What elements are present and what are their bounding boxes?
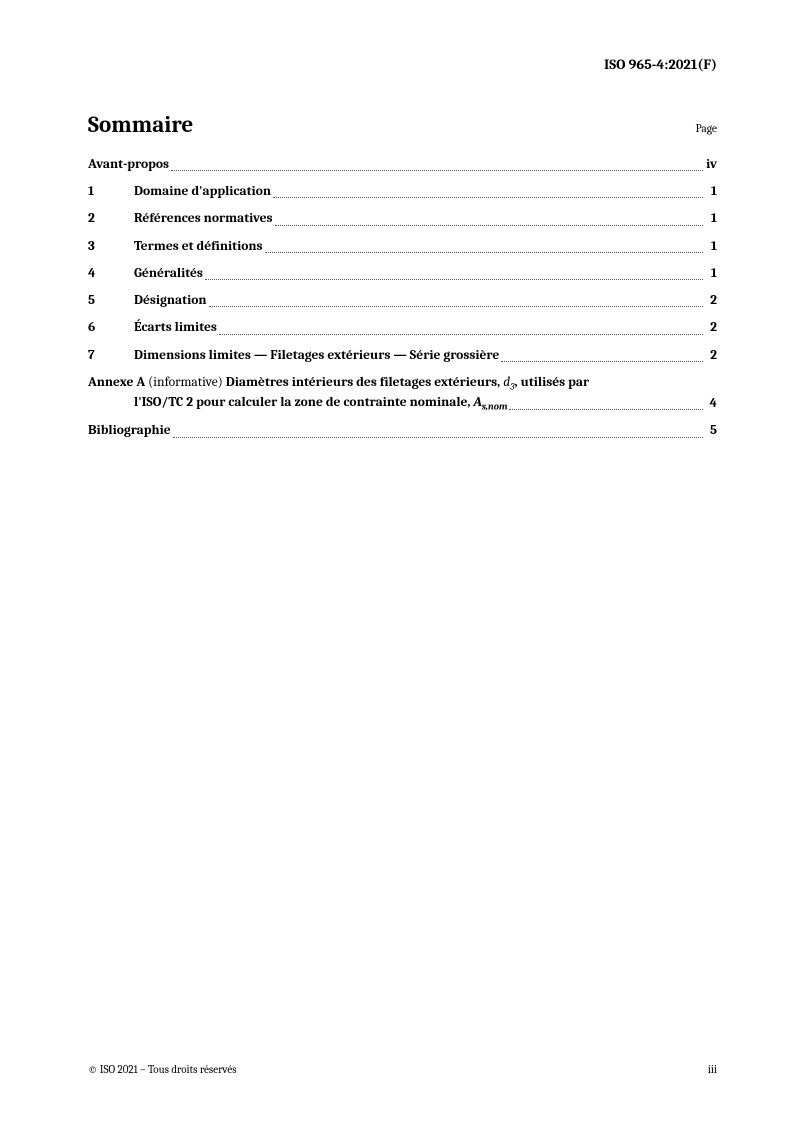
toc-entry-page: 5 — [705, 422, 717, 440]
toc-entry-number: 7 — [88, 347, 134, 365]
page-footer: © ISO 2021 – Tous droits réservés iii — [88, 1063, 717, 1076]
page-column-label: Page — [695, 122, 717, 135]
toc-entry-page: 1 — [705, 210, 717, 228]
toc-entry-title: Termes et définitions — [134, 238, 263, 256]
footer-copyright: © ISO 2021 – Tous droits réservés — [88, 1063, 237, 1076]
annex-title-part1: Diamètres intérieurs des filetages extér… — [226, 375, 503, 390]
toc-entry-2: 2 Références normatives 1 — [88, 210, 717, 228]
table-of-contents: Avant-propos iv 1 Domaine d'application … — [88, 156, 717, 441]
toc-entry-title: Dimensions limites — Filetages extérieur… — [134, 347, 499, 365]
toc-entry-annex-a: Annexe A (informative) Diamètres intérie… — [88, 374, 717, 414]
page-content: ISO 965-4:2021(F) Sommaire Page Avant-pr… — [0, 0, 793, 441]
toc-entry-page: 1 — [705, 238, 717, 256]
toc-leader — [171, 170, 703, 171]
toc-heading: Sommaire — [88, 111, 193, 138]
toc-entry-number: 2 — [88, 210, 134, 228]
toc-entry-title: Avant-propos — [88, 156, 169, 174]
toc-entry-title: Généralités — [134, 265, 203, 283]
toc-entry-7: 7 Dimensions limites — Filetages extérie… — [88, 347, 717, 365]
toc-entry-page: 4 — [705, 395, 717, 413]
toc-entry-page: 2 — [705, 319, 717, 337]
toc-leader — [173, 437, 703, 438]
toc-leader — [509, 409, 703, 410]
toc-entry-page: 2 — [705, 347, 717, 365]
annex-title-part1b: , utilisés par — [515, 375, 590, 390]
toc-entry-page: iv — [705, 156, 717, 174]
toc-leader — [265, 252, 703, 253]
toc-entry-page: 2 — [705, 292, 717, 310]
toc-entry-number: 6 — [88, 319, 134, 337]
toc-entry-number: 1 — [88, 183, 134, 201]
toc-entry-5: 5 Désignation 2 — [88, 292, 717, 310]
toc-entry-page: 1 — [705, 265, 717, 283]
toc-entry-page: 1 — [705, 183, 717, 201]
toc-leader — [501, 361, 703, 362]
toc-annex-line2: l'ISO/TC 2 pour calculer la zone de cont… — [88, 394, 717, 414]
toc-entry-number: 3 — [88, 238, 134, 256]
toc-leader — [273, 197, 703, 198]
toc-entry-avant-propos: Avant-propos iv — [88, 156, 717, 174]
toc-leader — [275, 225, 704, 226]
footer-page-number: iii — [708, 1063, 717, 1076]
toc-entry-1: 1 Domaine d'application 1 — [88, 183, 717, 201]
toc-entry-bibliographie: Bibliographie 5 — [88, 422, 717, 440]
toc-entry-title: Références normatives — [134, 210, 273, 228]
toc-annex-line1: Annexe A (informative) Diamètres intérie… — [88, 374, 717, 394]
toc-leader — [209, 306, 703, 307]
annex-informative: (informative) — [145, 375, 226, 390]
toc-entry-title: Écarts limites — [134, 319, 217, 337]
toc-entry-number: 4 — [88, 265, 134, 283]
title-row: Sommaire Page — [88, 111, 717, 138]
annex-prefix: Annexe A — [88, 375, 145, 390]
toc-entry-title: Désignation — [134, 292, 207, 310]
toc-leader — [205, 279, 703, 280]
toc-entry-title: Domaine d'application — [134, 183, 271, 201]
toc-entry-title: Bibliographie — [88, 422, 171, 440]
annex-d3-symbol: d3 — [503, 375, 514, 390]
toc-entry-4: 4 Généralités 1 — [88, 265, 717, 283]
annex-title-part2: l'ISO/TC 2 pour calculer la zone de cont… — [134, 394, 507, 414]
toc-entry-3: 3 Termes et définitions 1 — [88, 238, 717, 256]
toc-entry-6: 6 Écarts limites 2 — [88, 319, 717, 337]
toc-entry-number: 5 — [88, 292, 134, 310]
annex-as-symbol: As,nom — [473, 395, 507, 410]
document-identifier: ISO 965-4:2021(F) — [88, 56, 717, 73]
toc-leader — [219, 334, 703, 335]
